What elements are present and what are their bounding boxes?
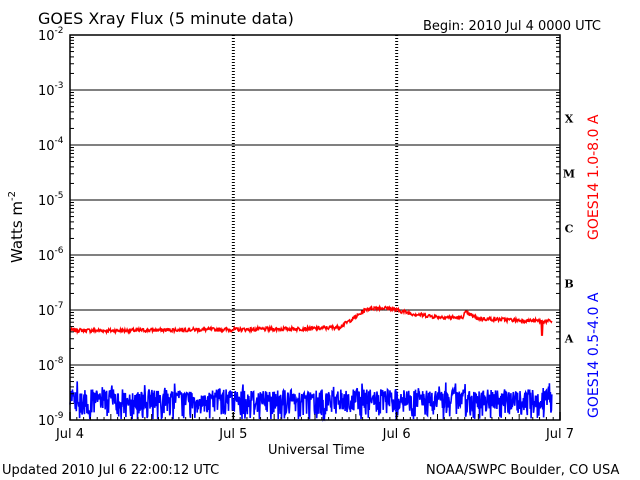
series-line-goes14-long <box>69 304 553 336</box>
y-tick-label: 10-7 <box>38 301 64 319</box>
legend-red-series: GOES14 1.0-8.0 A <box>586 114 602 240</box>
x-tick-label: Jul 6 <box>382 427 411 442</box>
y-tick-label: 10-2 <box>38 26 64 44</box>
y-axis-label: Watts m-2 <box>7 191 26 263</box>
flare-class-b: B <box>564 278 573 291</box>
source-credit: NOAA/SWPC Boulder, CO USA <box>426 463 619 478</box>
updated-timestamp: Updated 2010 Jul 6 22:00:12 UTC <box>2 463 219 478</box>
legend-blue-series: GOES14 0.5-4.0 A <box>586 292 602 418</box>
flare-class-a: A <box>564 333 574 346</box>
flare-class-labels: X M C B A <box>563 113 575 346</box>
x-axis-ticks: Jul 4 Jul 5 Jul 6 Jul 7 <box>55 412 574 442</box>
series-line-goes14-short <box>69 381 553 422</box>
x-tick-label: Jul 7 <box>545 427 574 442</box>
flare-class-x: X <box>565 113 574 126</box>
y-tick-label: 10-4 <box>38 136 64 154</box>
x-tick-label: Jul 5 <box>218 427 247 442</box>
y-tick-label: 10-6 <box>38 246 64 264</box>
flare-class-m: M <box>563 168 575 181</box>
flare-class-c: C <box>565 223 574 236</box>
plot-frame <box>69 34 561 421</box>
y-axis-label-text: Watts m <box>8 201 26 263</box>
y-tick-label: 10-8 <box>38 356 64 374</box>
x-tick-label: Jul 4 <box>55 427 84 442</box>
begin-time: Begin: 2010 Jul 4 0000 UTC <box>423 19 601 34</box>
y-tick-label: 10-5 <box>38 191 64 209</box>
y-tick-label: 10-3 <box>38 81 64 99</box>
chart-title: GOES Xray Flux (5 minute data) <box>38 9 294 28</box>
grid <box>70 35 560 420</box>
y-tick-label: 10-9 <box>38 411 64 429</box>
y-axis-label-exponent: -2 <box>7 191 18 201</box>
x-axis-label: Universal Time <box>268 443 365 458</box>
series-lines <box>69 304 553 422</box>
y-axis-ticks: 10-2 10-3 10-4 10-5 10-6 10-7 10-8 10-9 <box>38 26 560 429</box>
